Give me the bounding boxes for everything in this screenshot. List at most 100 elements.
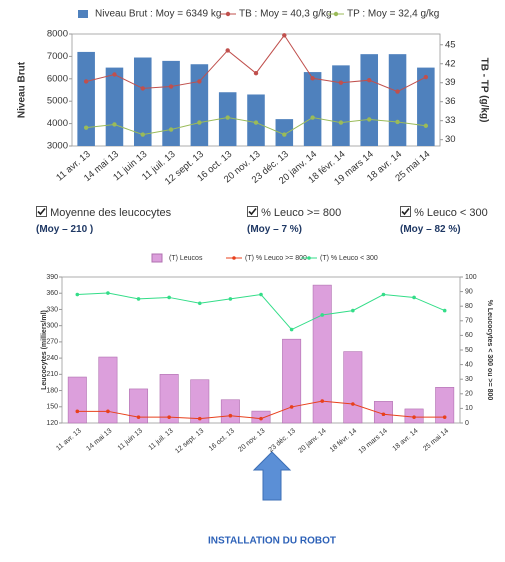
line-marker: [228, 297, 233, 301]
x-tick-label: 11 avr. 13: [55, 428, 83, 453]
y2-tick-label: 33: [445, 115, 456, 126]
bar: [417, 67, 435, 146]
y2-tick-label: 90: [465, 288, 473, 295]
checkbox[interactable]: [36, 206, 47, 217]
x-tick-label: 18 avr. 14: [391, 428, 419, 453]
checkbox[interactable]: [400, 206, 411, 217]
y-tick-label: 270: [46, 339, 58, 346]
checkbox-mean: (Moy – 82 %): [400, 224, 461, 235]
legend-swatch: [307, 256, 311, 260]
y2-tick-label: 80: [465, 303, 473, 310]
line-marker: [320, 399, 325, 403]
line-marker: [167, 415, 171, 419]
legend-label: (T) % Leuco >= 800: [245, 255, 307, 262]
bar: [162, 60, 180, 146]
y-tick-label: 3000: [47, 141, 68, 152]
y2-tick-label: 60: [465, 332, 473, 339]
checkbox-item[interactable]: % Leuco >= 800 (Moy – 7 %): [247, 206, 341, 235]
line-marker: [259, 416, 263, 421]
line-marker: [351, 308, 355, 313]
line-marker: [140, 86, 145, 91]
line-marker: [282, 132, 287, 137]
checkbox-label: % Leuco < 300: [414, 207, 488, 219]
legend-swatch: [333, 11, 339, 17]
line-marker: [197, 416, 202, 421]
y-tick-label: 120: [46, 420, 58, 427]
line-marker: [395, 89, 400, 94]
line-marker: [310, 115, 315, 120]
line-marker: [136, 297, 141, 301]
line-marker: [320, 313, 325, 317]
line-marker: [167, 295, 171, 300]
line-marker: [112, 72, 117, 77]
y2-tick-label: 50: [465, 347, 473, 354]
y-tick-label: 180: [46, 387, 58, 394]
line-marker: [412, 295, 416, 300]
bar: [159, 374, 179, 424]
bar: [98, 356, 118, 424]
plot-frame: [61, 276, 461, 424]
bar: [435, 387, 455, 424]
checkbox-item[interactable]: Moyenne des leucocytes (Moy – 210 ): [36, 206, 171, 235]
checkbox-item[interactable]: % Leuco < 300 (Moy – 82 %): [400, 206, 488, 235]
line: [77, 292, 445, 331]
y-tick-label: 4000: [47, 118, 68, 129]
checkbox[interactable]: [247, 206, 258, 217]
x-tick-label: 25 mai 14: [422, 428, 450, 453]
y-tick-label: 8000: [47, 29, 68, 40]
line-marker: [197, 120, 202, 125]
line-marker: [225, 115, 230, 120]
line-marker: [423, 123, 429, 128]
y2-tick-label: 39: [445, 77, 456, 88]
y-tick-label: 5000: [47, 96, 68, 107]
y-tick-label: 210: [46, 371, 58, 378]
legend-swatch: [225, 11, 231, 17]
bar: [190, 379, 210, 424]
bar: [190, 64, 209, 146]
line-marker: [367, 117, 372, 122]
legend-label: TP : Moy = 32,4 g/kg: [347, 9, 439, 20]
y2-axis-title: TB - TP (g/kg): [478, 58, 489, 123]
y-tick-label: 6000: [47, 73, 68, 84]
line-marker: [253, 120, 259, 125]
x-tick-label: 16 oct. 13: [208, 428, 236, 453]
x-tick-label: 12 sept. 13: [174, 428, 205, 456]
y2-tick-label: 70: [465, 318, 473, 325]
y2-tick-label: 100: [465, 274, 477, 281]
bar: [332, 65, 350, 146]
legend-label: (T) % Leuco < 300: [320, 255, 378, 262]
y2-axis-title: % Leucocytes < 300 ou >= 800: [486, 300, 493, 401]
line-marker: [381, 412, 386, 417]
line-marker: [253, 71, 259, 76]
y-tick-label: 7000: [47, 51, 68, 62]
x-tick-label: 11 juin 13: [117, 428, 144, 453]
bar: [388, 54, 407, 146]
bar: [282, 338, 302, 424]
x-tick-label: 19 mars 14: [358, 428, 389, 456]
line-marker: [442, 415, 447, 419]
legend-label: TB : Moy = 40,3 g/kg: [239, 9, 332, 20]
line-marker: [83, 79, 89, 84]
legend-label: Niveau Brut : Moy = 6349 kg: [95, 9, 221, 20]
bar: [247, 94, 265, 146]
bar: [220, 399, 240, 424]
y2-tick-label: 30: [465, 376, 473, 383]
line-marker: [289, 405, 294, 409]
x-tick-label: 20 nov. 13: [237, 428, 266, 454]
y2-tick-label: 10: [465, 405, 473, 412]
line-marker: [168, 127, 174, 132]
x-tick-label: 23 déc. 13: [268, 428, 298, 454]
bar: [67, 376, 87, 424]
line-marker: [197, 301, 202, 306]
bar: [303, 72, 322, 146]
line-marker: [442, 308, 447, 313]
checkbox-label: Moyenne des leucocytes: [50, 207, 172, 219]
line-marker: [310, 76, 315, 81]
line-marker: [381, 292, 386, 297]
line-marker: [282, 33, 287, 38]
y-tick-label: 150: [46, 404, 58, 411]
checkbox-mean: (Moy – 7 %): [247, 224, 303, 235]
line-marker: [423, 74, 429, 80]
x-tick-label: 18 févr. 14: [329, 428, 359, 454]
